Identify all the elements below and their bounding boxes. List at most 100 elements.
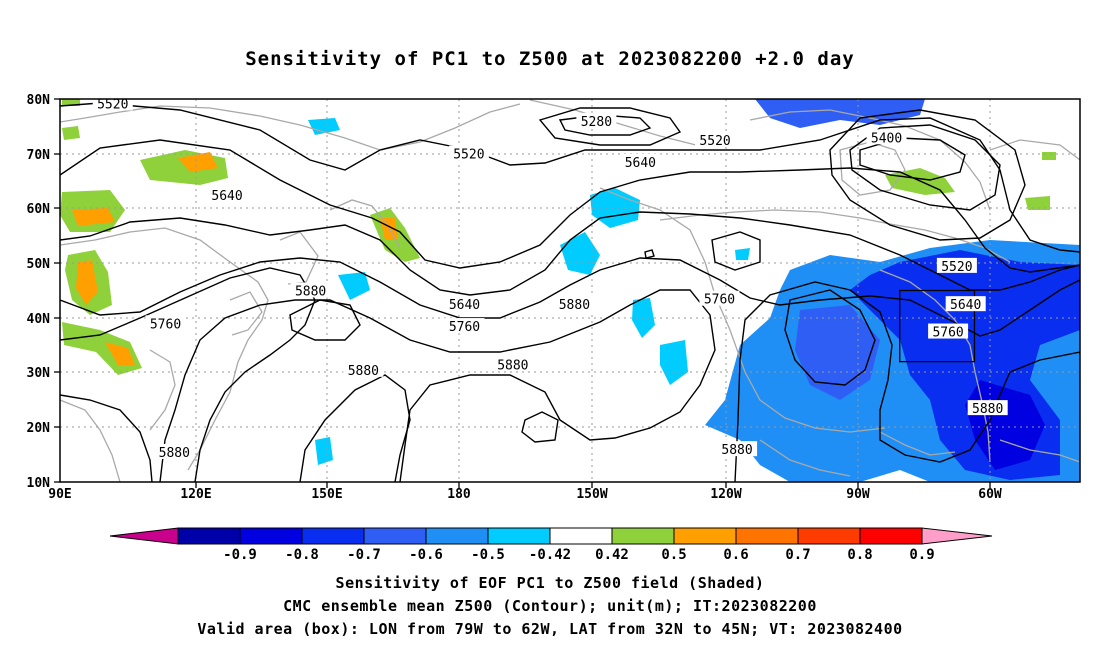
contour-label-text: 5880 [295,285,326,300]
contour-label-text: 5280 [581,115,612,130]
colorbar-cell [177,527,241,545]
lon-label-60w: 60W [978,487,1002,502]
lat-label-30n: 30N [27,366,51,381]
contour-label-bg [945,296,986,312]
colorbar-cell [363,527,427,545]
contour-label: 5760 [444,318,485,335]
contour-label-text: 5880 [721,443,752,458]
colorbar-label: -0.6 [409,547,443,563]
lon-label-90e: 90E [48,487,71,502]
contour-label-text: 5640 [449,298,480,313]
colorbar-cell [859,527,923,545]
contour-label: 5640 [620,153,661,171]
contour-label: 5880 [554,296,595,313]
contour-label: 5760 [699,290,740,308]
chart-title: Sensitivity of PC1 to Z500 at 2023082200… [245,48,855,70]
contour-labels: 5520 5280 5520 5400 5520 5640 5640 5880 5640 5760… [92,95,1008,461]
z500-contours [60,102,1080,482]
contour-label: 5640 [444,296,485,313]
colorbar-cell [797,527,861,545]
contour-label-text: 5520 [97,97,128,112]
neg-region-pac5 [308,118,340,135]
contour-label: 5400 [866,129,907,146]
contour-label-bg [928,323,969,339]
contour-label-bg [576,112,617,128]
contour-label-text: 5760 [932,326,963,341]
lat-label-60n: 60N [27,202,51,217]
colorbar-cell [735,527,799,545]
colorbar-cell [487,527,551,545]
colorbar-label: -0.42 [529,547,571,563]
lon-axis: 90E 120E 150E 180 150W 120W 90W 60W [48,487,1002,502]
colorbar-cell [425,527,489,545]
colorbar-label: 0.9 [909,547,934,563]
contour-label-text: 5760 [704,293,735,308]
contour-label-bg [290,282,331,298]
caption-valid-area: Valid area (box): LON from 79W to 62W, L… [197,620,903,638]
colorbar-label: -0.7 [347,547,381,563]
colorbar-cell [301,527,365,545]
colorbar-label: -0.5 [471,547,505,563]
neg-region-mid [795,305,880,400]
lat-label-70n: 70N [27,148,51,163]
contour-label-bg [695,132,736,148]
lat-axis: 80N 70N 60N 50N 40N 30N 20N 10N [27,93,51,491]
neg-region-pac8 [735,248,750,260]
colorbar-label: -0.8 [285,547,319,563]
contour-label-text: 5760 [150,317,181,332]
contour-label-bg [154,443,195,459]
contour-label-bg [343,361,384,377]
contour-label-text: 5520 [941,260,972,275]
contour-label-text: 5640 [625,156,656,171]
neg-region-pac7 [315,437,333,465]
contour-label-bg [207,186,248,202]
contour-label: 5880 [290,282,331,300]
contour-label-bg [448,145,489,161]
contour-label: 5520 [448,145,489,163]
pos-region-8 [62,126,80,140]
contour-label-text: 5880 [972,402,1003,417]
lon-label-150w: 150W [576,487,607,502]
lat-label-20n: 20N [27,421,51,436]
contour-label: 5880 [343,361,384,379]
lon-ticks [195,482,991,488]
lon-label-180: 180 [447,487,471,502]
neg-region-pac4 [660,340,688,385]
map-frame [59,98,1081,483]
contour-label: 5880 [717,441,758,458]
contour-label-bg [444,318,485,334]
lon-label-120w: 120W [710,487,741,502]
contour-label-bg [145,315,186,331]
neg-region-pac2 [560,232,600,275]
contour-label-bg [444,296,485,312]
pos-region-1-core [178,152,218,172]
contour-label-text: 5880 [497,358,528,373]
contour-label-text: 5760 [449,320,480,335]
contour-label-text: 5880 [559,298,590,313]
lon-label-90w: 90W [846,487,870,502]
lat-label-40n: 40N [27,312,51,327]
pos-region-9 [1025,196,1050,210]
colorbar-label: 0.5 [661,547,686,563]
colorbar-cell [549,527,613,545]
colorbar-label: 0.8 [847,547,872,563]
neg-region-pac6 [338,272,370,300]
contour-label-text: 5520 [453,148,484,163]
colorbar: -0.9 -0.8 -0.7 -0.6 -0.5 -0.42 0.42 0.5 0.6 0.7 0.… [109,527,993,563]
contour-label-text: 5880 [348,364,379,379]
lat-label-50n: 50N [27,257,51,272]
lon-label-150e: 150E [311,487,342,502]
contour-label: 5880 [154,443,195,461]
contour-label: 5640 [207,186,248,204]
contour-label: 5520 [695,132,736,149]
pos-region-3-core [76,260,98,305]
contour-label: 5520 [92,95,133,112]
lat-label-80n: 80N [27,93,51,108]
contour-label: 5640 [945,296,986,313]
contour-label: 5760 [928,323,969,341]
contour-label-bg [492,356,533,372]
colorbar-high-arrow [921,527,993,545]
colorbar-label: 0.42 [595,547,629,563]
contour-label: 5880 [492,356,533,373]
